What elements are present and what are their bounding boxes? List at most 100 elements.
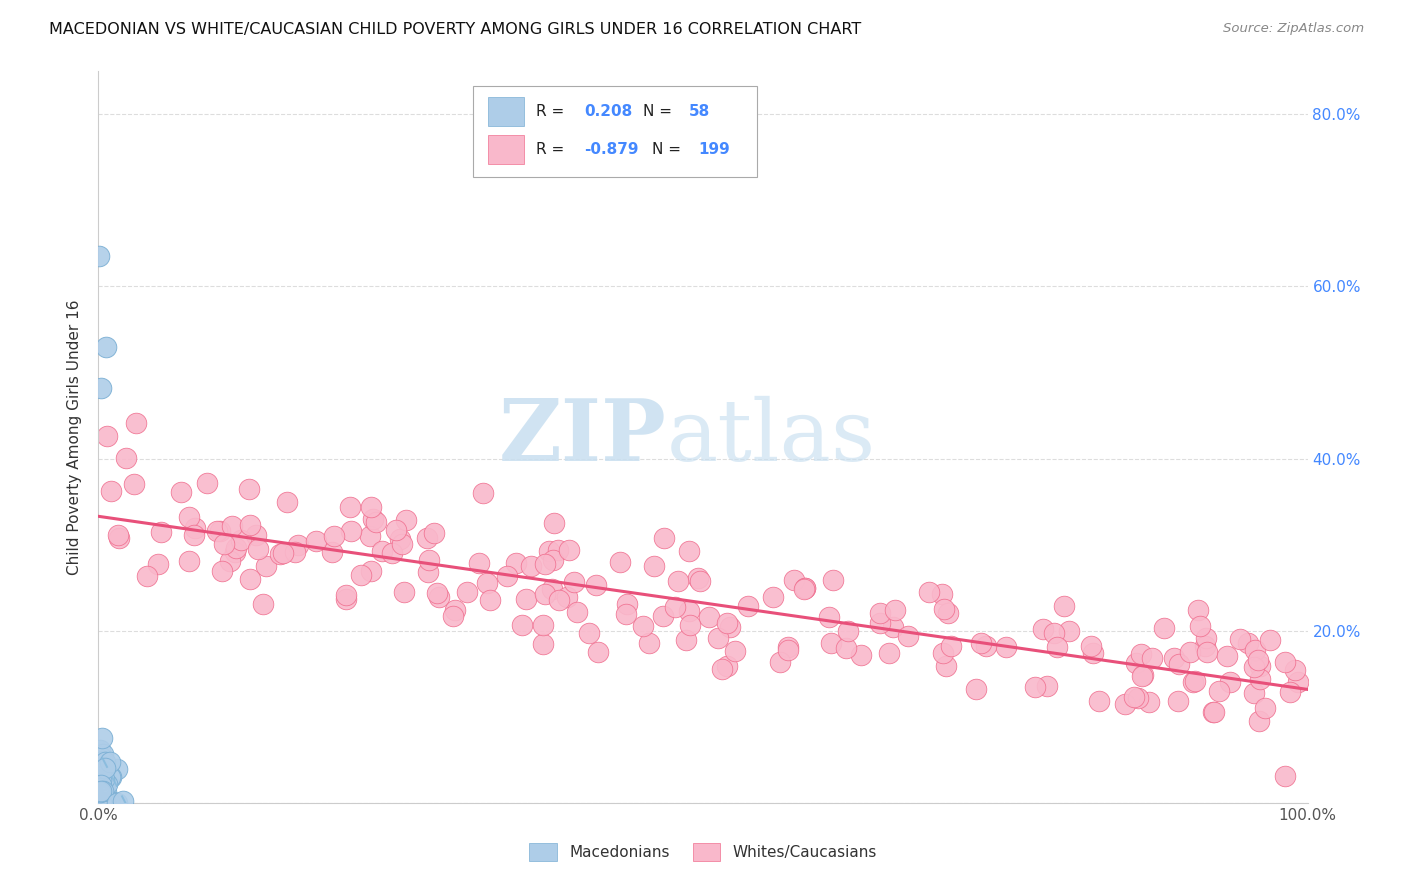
Point — [1130, 669, 1153, 683]
Point — [724, 644, 747, 658]
Point — [1249, 714, 1271, 729]
Point — [239, 518, 262, 533]
Point — [835, 640, 858, 655]
Point — [675, 632, 697, 647]
Point — [381, 546, 404, 560]
Point — [335, 588, 357, 602]
Point — [149, 525, 172, 540]
Point — [89, 780, 111, 795]
Point — [94, 796, 117, 810]
Point — [543, 516, 565, 530]
Point — [707, 631, 730, 645]
Point — [1046, 640, 1069, 654]
Point — [1202, 706, 1225, 720]
Point — [557, 542, 579, 557]
Point — [91, 783, 114, 797]
Point — [877, 646, 900, 660]
Point — [1249, 659, 1271, 673]
Point — [360, 564, 382, 578]
Point — [90, 785, 112, 799]
Point — [533, 587, 555, 601]
Point — [184, 521, 207, 535]
Point — [321, 544, 343, 558]
Point — [247, 542, 270, 557]
Point — [389, 532, 412, 546]
Point — [555, 590, 578, 604]
Point — [443, 603, 465, 617]
Point — [426, 586, 449, 600]
Point — [1163, 651, 1185, 665]
Point — [531, 618, 554, 632]
Point — [679, 618, 702, 632]
Point — [585, 577, 607, 591]
Point — [1188, 618, 1211, 632]
Point — [537, 543, 560, 558]
Point — [441, 609, 464, 624]
Point — [100, 483, 122, 498]
Point — [221, 519, 243, 533]
Text: N =: N = — [652, 142, 686, 157]
Point — [897, 629, 920, 643]
Point — [515, 592, 537, 607]
Point — [339, 500, 361, 515]
Point — [1057, 624, 1080, 638]
Point — [91, 731, 114, 745]
Point — [89, 772, 111, 787]
Point — [427, 590, 450, 604]
Point — [666, 574, 689, 589]
Point — [229, 533, 252, 547]
Point — [218, 554, 240, 568]
Point — [361, 512, 384, 526]
Point — [1088, 694, 1111, 708]
Point — [1132, 668, 1154, 682]
Point — [87, 249, 110, 263]
Point — [125, 416, 148, 430]
Point — [93, 772, 115, 787]
Point — [98, 796, 121, 810]
Point — [96, 785, 118, 799]
Point — [1024, 680, 1046, 694]
Point — [974, 639, 997, 653]
Text: R =: R = — [536, 104, 569, 120]
Point — [366, 516, 388, 530]
Point — [89, 796, 111, 810]
Point — [87, 766, 110, 780]
Text: Source: ZipAtlas.com: Source: ZipAtlas.com — [1223, 22, 1364, 36]
Point — [1260, 632, 1282, 647]
Point — [1081, 646, 1104, 660]
Point — [90, 796, 112, 810]
Point — [100, 771, 122, 785]
Point — [96, 429, 118, 443]
Point — [179, 554, 201, 568]
Point — [1219, 674, 1241, 689]
Point — [941, 639, 963, 653]
Point — [837, 624, 859, 639]
Point — [565, 605, 588, 619]
Point — [686, 571, 709, 585]
Point — [284, 545, 307, 559]
Point — [304, 534, 326, 549]
Point — [1181, 674, 1204, 689]
Point — [475, 576, 498, 591]
Bar — [488, 135, 524, 164]
Point — [869, 606, 891, 620]
Point — [1195, 631, 1218, 645]
Text: MACEDONIAN VS WHITE/CAUCASIAN CHILD POVERTY AMONG GIRLS UNDER 16 CORRELATION CHA: MACEDONIAN VS WHITE/CAUCASIAN CHILD POVE… — [49, 22, 862, 37]
Point — [678, 543, 700, 558]
Point — [239, 572, 262, 586]
Point — [519, 559, 541, 574]
Point — [1129, 648, 1152, 662]
Point — [93, 755, 115, 769]
Point — [91, 785, 114, 799]
Point — [697, 609, 720, 624]
Point — [783, 573, 806, 587]
Text: -0.879: -0.879 — [585, 142, 638, 157]
Point — [936, 606, 959, 620]
Point — [471, 486, 494, 500]
Point — [94, 761, 117, 775]
Point — [90, 778, 112, 792]
Point — [817, 609, 839, 624]
Point — [94, 340, 117, 354]
Point — [882, 620, 904, 634]
Point — [96, 777, 118, 791]
